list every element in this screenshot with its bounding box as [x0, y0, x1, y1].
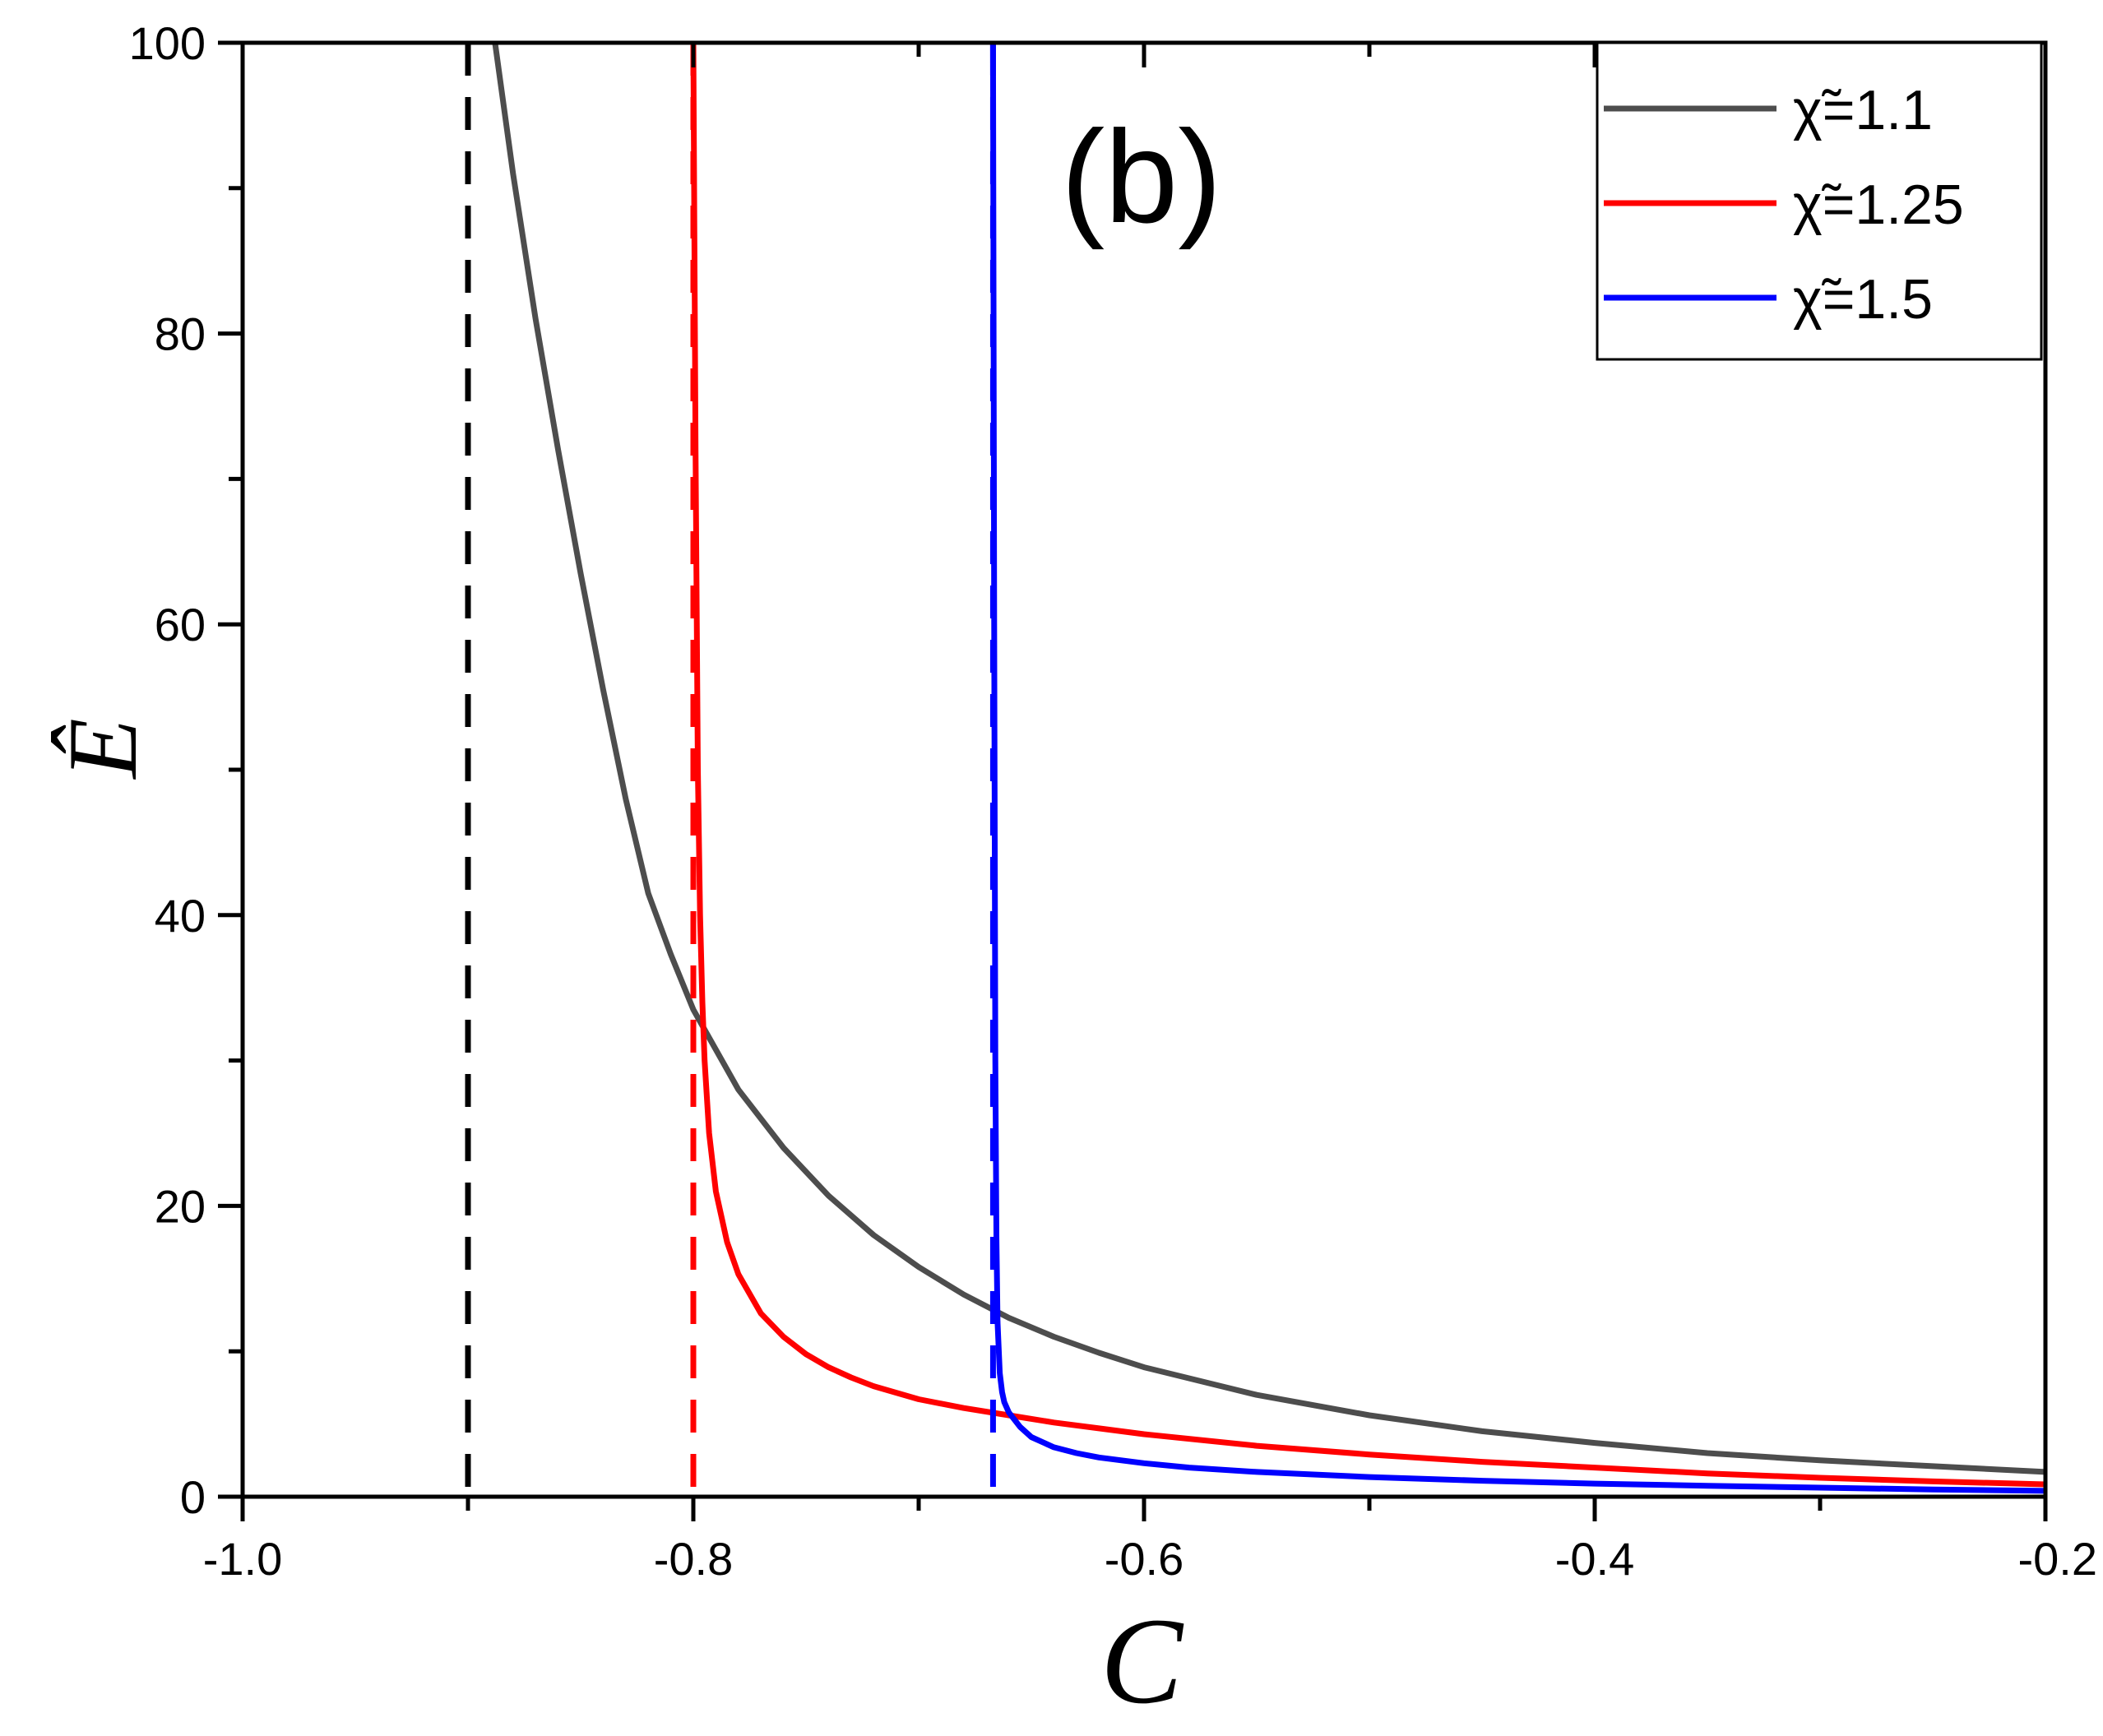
y-tick-label: 40	[155, 890, 206, 942]
x-tick-label: -0.2	[2018, 1533, 2098, 1585]
y-tick-label: 100	[129, 17, 206, 69]
x-tick-label: -0.8	[654, 1533, 734, 1585]
asymptote-lines	[465, 43, 996, 1497]
x-axis-title: C	[1100, 1593, 1184, 1729]
legend-label-1: χ̃=1.1	[1793, 79, 1933, 141]
series-line-3	[989, 42, 2046, 1494]
legend-items: χ̃=1.1 χ̃=1.25 χ̃=1.5	[1604, 79, 1964, 331]
panel-label: (b)	[1061, 103, 1222, 250]
x-tick-label: -1.0	[203, 1533, 283, 1585]
series-line-2	[690, 42, 2046, 1488]
legend: χ̃=1.1 χ̃=1.25 χ̃=1.5	[1596, 41, 2043, 361]
x-tick-label: -0.4	[1555, 1533, 1635, 1585]
plot-curves	[492, 42, 2046, 1494]
y-tick-label: 20	[155, 1180, 206, 1232]
legend-label-3: χ̃=1.5	[1793, 268, 1933, 331]
legend-label-2: χ̃=1.25	[1793, 174, 1964, 236]
y-tick-label: 60	[155, 599, 206, 650]
y-tick-label: 80	[155, 308, 206, 360]
axis-tick-labels: -1.0 -0.8 -0.6 -0.4 -0.2 0 20 40 60 80 100	[129, 17, 2097, 1585]
y-axis-title: Ê	[48, 718, 157, 780]
series-line-1	[492, 42, 2046, 1475]
y-tick-label: 0	[180, 1471, 206, 1523]
x-tick-label: -0.6	[1105, 1533, 1184, 1585]
